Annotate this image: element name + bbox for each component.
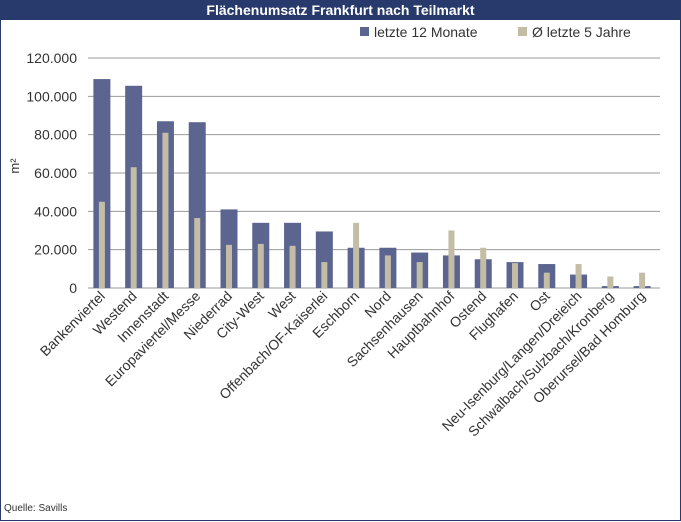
bar-letzte-5-jahre xyxy=(353,222,360,288)
gridlines xyxy=(88,57,660,289)
source-note: Quelle: Savills xyxy=(4,503,68,514)
bar-letzte-5-jahre xyxy=(543,272,550,288)
bars xyxy=(93,79,651,289)
bar-letzte-12-monate xyxy=(315,231,333,288)
bar-letzte-5-jahre xyxy=(448,230,455,288)
bar-letzte-5-jahre xyxy=(575,264,582,288)
bar-letzte-5-jahre xyxy=(639,272,646,288)
legend-label: Ø letzte 5 Jahre xyxy=(532,24,631,40)
y-tick-label: 40.000 xyxy=(34,203,77,219)
x-tick-label: Ost xyxy=(526,288,553,315)
legend: letzte 12 Monate Ø letzte 5 Jahre xyxy=(360,24,631,40)
bar-letzte-5-jahre xyxy=(512,263,518,288)
y-tick-label: 100.000 xyxy=(26,88,77,104)
chart-title: Flächenumsatz Frankfurt nach Teilmarkt xyxy=(0,0,681,20)
y-tick-label: 60.000 xyxy=(34,165,77,181)
y-axis-label: m² xyxy=(7,158,22,174)
bar-letzte-5-jahre xyxy=(226,244,232,288)
x-tick-labels: BankenviertelWestendInnenstadtEuropavier… xyxy=(37,288,649,440)
bar-letzte-5-jahre xyxy=(289,245,296,288)
bar-letzte-12-monate xyxy=(188,122,206,288)
y-tick-label: 120.000 xyxy=(26,50,77,66)
y-axis-label-group: m² xyxy=(7,158,22,174)
bar-letzte-5-jahre xyxy=(321,262,328,288)
bar-letzte-5-jahre xyxy=(480,247,487,288)
legend-label: letzte 12 Monate xyxy=(374,24,478,40)
y-tick-label: 80.000 xyxy=(34,127,77,143)
bar-letzte-5-jahre xyxy=(162,132,169,288)
bar-letzte-5-jahre xyxy=(416,262,423,288)
y-tick-labels: 0 20.000 40.000 60.000 80.000 100.000 120.000 xyxy=(26,50,77,296)
bar-letzte-5-jahre xyxy=(384,255,391,288)
bar-letzte-5-jahre xyxy=(257,243,264,288)
y-tick-label: 0 xyxy=(69,280,77,296)
bar-letzte-5-jahre xyxy=(607,276,614,288)
legend-swatch xyxy=(360,27,369,36)
bar-letzte-5-jahre xyxy=(194,218,201,288)
bar-letzte-5-jahre xyxy=(98,201,105,288)
bar-letzte-12-monate xyxy=(93,79,111,288)
legend-swatch xyxy=(518,27,527,36)
bar-letzte-5-jahre xyxy=(130,167,137,288)
y-tick-label: 20.000 xyxy=(34,242,77,258)
